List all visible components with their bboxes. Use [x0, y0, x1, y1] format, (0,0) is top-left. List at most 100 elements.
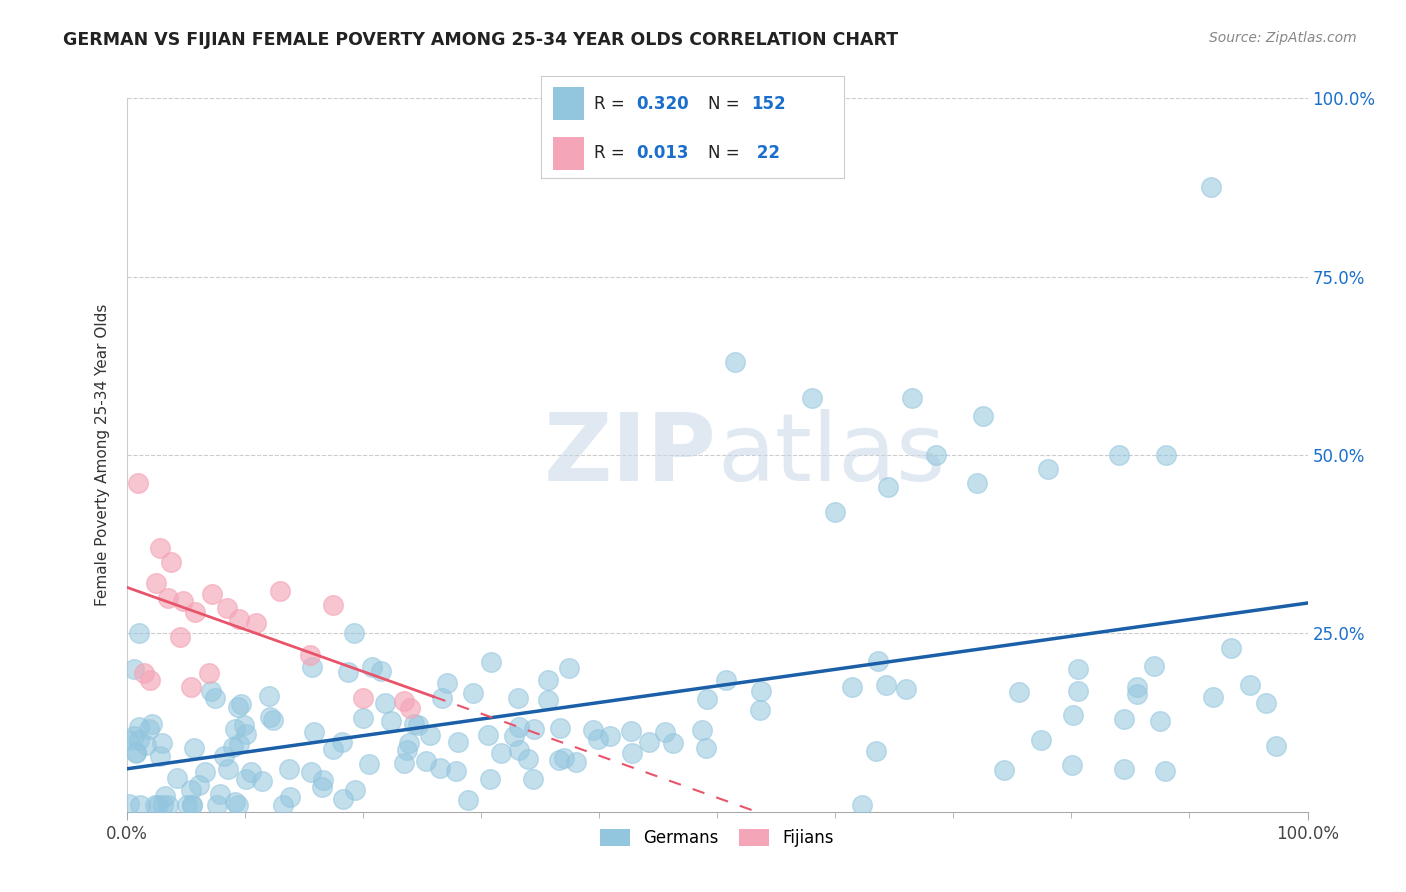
Point [394, 756, 416, 770]
Text: ZIP: ZIP [544, 409, 717, 501]
Point [153, 789, 176, 804]
Point [332, 791, 354, 805]
Point [1254, 697, 1277, 711]
Point [429, 761, 451, 775]
Point [447, 735, 470, 749]
Point [250, 773, 273, 788]
Point [245, 615, 267, 630]
Point [479, 772, 502, 786]
Point [724, 355, 747, 369]
Point [1112, 762, 1135, 776]
Point [696, 692, 718, 706]
Point [235, 727, 257, 741]
Point [851, 797, 873, 812]
Point [188, 778, 211, 792]
Point [208, 787, 231, 801]
Text: N =: N = [707, 95, 744, 112]
Point [436, 675, 458, 690]
Point [841, 680, 863, 694]
Point [749, 684, 772, 698]
FancyBboxPatch shape [554, 87, 583, 120]
Point [337, 665, 360, 679]
Point [298, 648, 321, 662]
Point [233, 717, 256, 731]
Point [157, 797, 180, 812]
Point [993, 763, 1015, 777]
Point [548, 753, 571, 767]
Point [714, 673, 737, 688]
Point [824, 505, 846, 519]
Point [380, 714, 402, 728]
Point [522, 772, 544, 787]
Point [894, 681, 917, 696]
Point [523, 722, 546, 736]
Point [129, 797, 152, 812]
Point [508, 720, 530, 734]
Point [262, 713, 284, 727]
Point [565, 756, 588, 770]
Point [662, 736, 685, 750]
Text: R =: R = [595, 95, 630, 112]
Point [127, 476, 149, 491]
Point [239, 765, 262, 780]
Point [1199, 180, 1222, 194]
Point [194, 765, 217, 780]
Point [620, 724, 643, 739]
Point [901, 391, 924, 405]
Point [1239, 678, 1261, 692]
Point [1220, 641, 1243, 656]
Point [1114, 712, 1136, 726]
Point [344, 783, 367, 797]
Point [128, 720, 150, 734]
Point [359, 756, 381, 771]
Point [257, 689, 280, 703]
Point [582, 723, 605, 738]
Point [278, 789, 301, 804]
Point [599, 729, 621, 743]
Point [1153, 764, 1175, 778]
Point [224, 722, 246, 736]
Point [352, 711, 374, 725]
Point [972, 409, 994, 423]
Point [135, 739, 157, 753]
Point [150, 736, 173, 750]
Point [117, 733, 139, 747]
Point [1265, 739, 1288, 753]
Point [966, 476, 988, 491]
Point [311, 780, 333, 794]
Point [176, 797, 198, 812]
Point [430, 691, 453, 706]
Point [141, 717, 163, 731]
Point [180, 783, 202, 797]
Point [352, 690, 374, 705]
Point [586, 732, 609, 747]
Point [477, 728, 499, 742]
Point [395, 743, 418, 757]
Point [128, 626, 150, 640]
Point [269, 583, 291, 598]
Point [1108, 448, 1130, 462]
Point [1143, 659, 1166, 673]
Point [361, 659, 384, 673]
Point [301, 660, 323, 674]
FancyBboxPatch shape [554, 137, 583, 170]
Point [312, 772, 335, 787]
Point [145, 576, 167, 591]
Point [226, 797, 249, 812]
Point [128, 732, 150, 747]
Point [118, 797, 141, 811]
Point [457, 793, 479, 807]
Point [621, 746, 644, 760]
Point [868, 654, 890, 668]
Point [215, 601, 238, 615]
Point [1036, 462, 1059, 476]
Point [148, 797, 170, 812]
Point [299, 764, 322, 779]
Point [200, 684, 222, 698]
Legend: Germans, Fijians: Germans, Fijians [593, 822, 841, 854]
Point [169, 630, 191, 644]
Point [398, 737, 420, 751]
Point [924, 448, 946, 462]
Point [278, 762, 301, 776]
Point [145, 797, 167, 812]
